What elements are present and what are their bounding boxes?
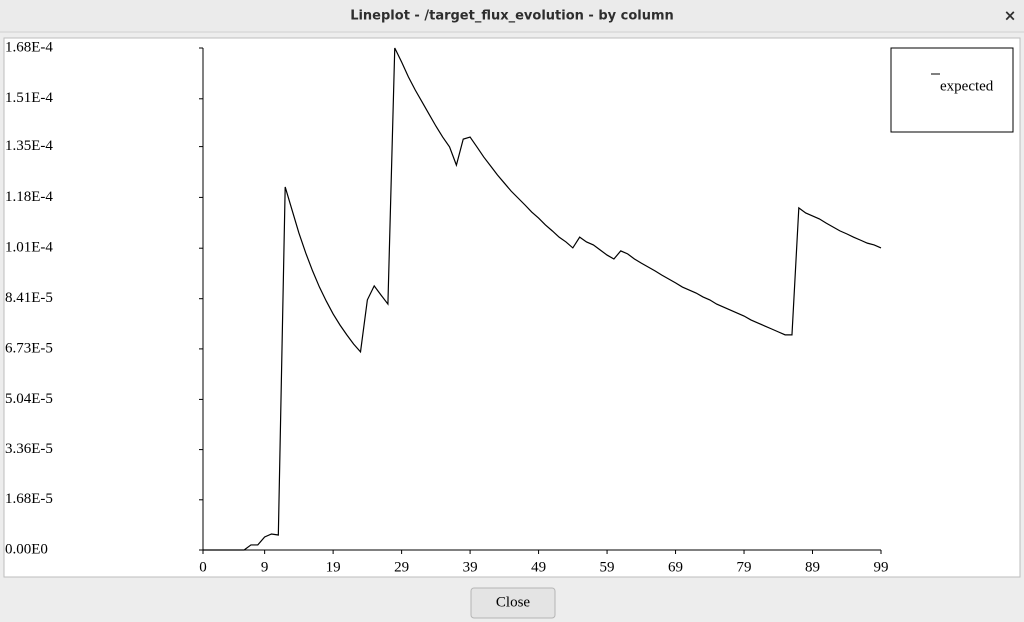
x-tick-label: 69	[668, 559, 683, 575]
y-tick-label: 1.68E-5	[5, 491, 53, 507]
x-tick-label: 99	[874, 559, 889, 575]
x-tick-label: 49	[531, 559, 546, 575]
y-tick-label: 1.51E-4	[5, 90, 53, 106]
y-tick-label: 1.35E-4	[5, 138, 53, 154]
button-label: Close	[496, 594, 531, 610]
legend-label: expected	[940, 78, 994, 94]
close-button[interactable]: Close	[470, 587, 556, 619]
y-tick-label: 5.04E-5	[5, 391, 53, 407]
x-tick-label: 29	[394, 559, 409, 575]
x-tick-label: 79	[737, 559, 752, 575]
plot-panel	[3, 37, 1021, 578]
y-tick-label: 1.68E-4	[5, 39, 53, 55]
plot: 0.00E0 1.68E-5 3.36E-5 5.04E-5 6.73E-5 8.41E-…	[5, 39, 1014, 575]
y-tick-label: 1.18E-4	[5, 189, 53, 205]
x-tick-label: 39	[463, 559, 478, 575]
window-title: Lineplot - /target_flux_evolution - by c…	[350, 9, 674, 24]
x-tick-label: 89	[805, 559, 820, 575]
data-line	[203, 47, 882, 551]
x-tick-label: 59	[600, 559, 615, 575]
x-tick-label: 19	[326, 559, 341, 575]
close-icon[interactable]: ×	[1004, 7, 1017, 25]
y-tick-label: 0.00E0	[5, 541, 48, 557]
legend-frame	[890, 47, 1014, 133]
y-tick-label: 3.36E-5	[5, 441, 53, 457]
button-frame	[470, 587, 556, 619]
title-bar	[0, 0, 1024, 32]
x-tick-label: 9	[261, 559, 269, 575]
y-tick-label: 6.73E-5	[5, 340, 53, 356]
x-tick-label: 0	[199, 559, 207, 575]
y-tick-label: 8.41E-5	[5, 290, 53, 306]
y-tick-label: 1.01E-4	[5, 240, 53, 256]
